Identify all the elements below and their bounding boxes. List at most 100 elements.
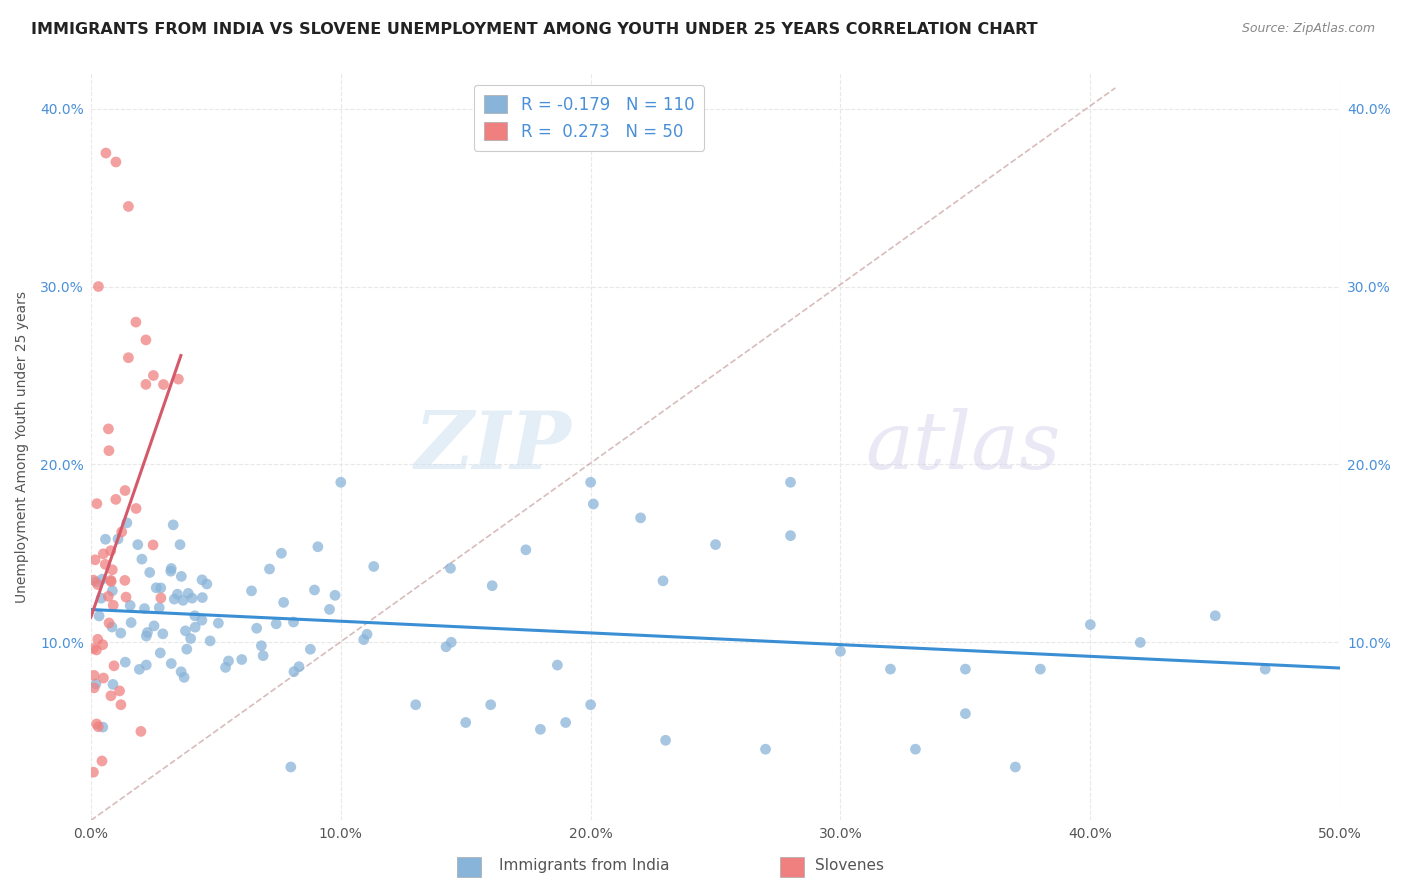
Point [115,516,138,530]
Point [149,591,172,605]
Text: Immigrants from India: Immigrants from India [499,858,669,872]
Point [134,601,156,615]
Point [270,546,292,560]
Point [231,652,253,666]
Point [240,583,263,598]
Point [83,668,105,682]
Text: Slovenes: Slovenes [815,858,884,872]
Point [82,765,104,780]
Point [264,616,287,631]
Point [434,640,457,654]
Point [91,720,114,734]
Point [554,715,576,730]
Point [136,625,159,640]
Point [167,372,190,386]
Point [84,574,107,589]
Point [142,538,165,552]
Point [152,377,174,392]
Point [904,742,927,756]
Point [115,590,138,604]
Point [97,422,120,436]
Text: IMMIGRANTS FROM INDIA VS SLOVENE UNEMPLOYMENT AMONG YOUTH UNDER 25 YEARS CORRELA: IMMIGRANTS FROM INDIA VS SLOVENE UNEMPLO… [31,22,1038,37]
Point [579,475,602,490]
Point [160,561,183,575]
Point [160,657,183,671]
Point [191,573,214,587]
Point [128,662,150,676]
Point [86,717,108,731]
Point [100,543,122,558]
Point [91,754,114,768]
Point [84,553,107,567]
Point [120,599,142,613]
Point [108,684,131,698]
Point [100,574,122,588]
Point [101,563,124,577]
Point [879,662,901,676]
Text: atlas: atlas [866,408,1062,485]
Point [110,626,132,640]
Point [191,613,214,627]
Point [145,581,167,595]
Point [125,315,148,329]
Point [148,600,170,615]
Point [250,639,273,653]
Point [86,497,108,511]
Point [114,655,136,669]
Point [142,368,165,383]
Point [138,566,160,580]
Point [481,579,503,593]
Point [90,591,112,606]
Text: Source: ZipAtlas.com: Source: ZipAtlas.com [1241,22,1375,36]
Point [149,581,172,595]
Point [1004,760,1026,774]
Point [135,377,157,392]
Point [103,598,125,612]
Point [117,199,139,213]
Point [630,511,652,525]
Point [363,559,385,574]
Point [652,574,675,588]
Point [1254,662,1277,676]
Point [353,632,375,647]
Point [162,517,184,532]
Point [1029,662,1052,676]
Point [955,706,977,721]
Point [654,733,676,747]
Point [103,658,125,673]
Point [172,593,194,607]
Point [184,620,207,634]
Point [405,698,427,712]
Point [98,615,121,630]
Point [356,627,378,641]
Point [114,574,136,588]
Point [94,146,117,161]
Point [1078,617,1101,632]
Point [288,659,311,673]
Point [120,615,142,630]
Point [307,540,329,554]
Point [163,592,186,607]
Point [318,602,340,616]
Text: ZIP: ZIP [415,408,572,485]
Point [135,629,157,643]
Point [97,443,120,458]
Point [170,665,193,679]
Point [181,591,204,606]
Point [87,632,110,647]
Point [195,577,218,591]
Point [83,681,105,695]
Point [135,333,157,347]
Point [82,641,104,656]
Point [218,654,240,668]
Point [86,577,108,591]
Point [117,351,139,365]
Point [283,665,305,679]
Point [304,582,326,597]
Point [1204,608,1226,623]
Point [125,501,148,516]
Point [82,573,104,587]
Point [84,677,107,691]
Point [159,564,181,578]
Point [283,615,305,629]
